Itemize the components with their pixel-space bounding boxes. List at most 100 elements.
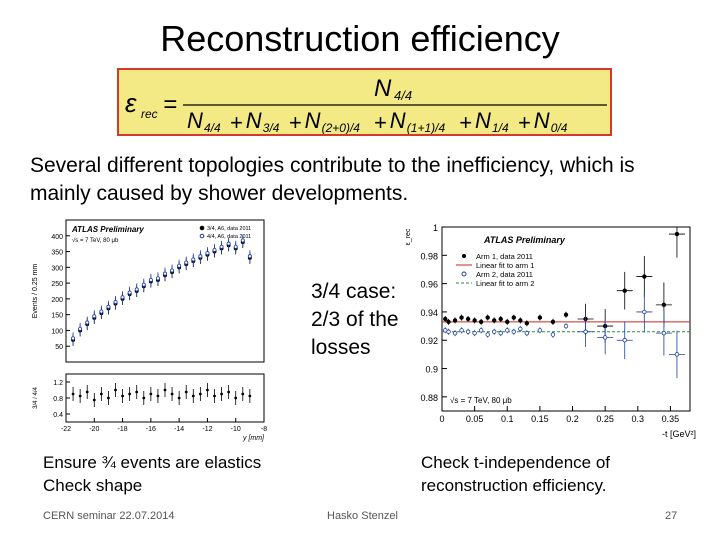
intro-text: Several different topologies contribute … — [30, 152, 700, 208]
x-tick-label: 0.15 — [531, 414, 549, 424]
ratio-point — [135, 390, 139, 394]
x-axis-label: -t [GeV²] — [662, 429, 696, 439]
ratio-tick-label: 0.8 — [53, 396, 63, 403]
intro-line-1: Several different topologies contribute … — [30, 154, 635, 177]
data-point — [674, 352, 680, 357]
y-axis-label: Events / 0.25 mm — [32, 264, 39, 319]
x-tick-label: 0.05 — [466, 414, 484, 424]
x-tick-label: 0.1 — [501, 414, 514, 424]
data-point — [134, 287, 139, 292]
data-point — [198, 254, 203, 259]
ratio-point — [184, 390, 188, 394]
ratio-point — [220, 392, 223, 396]
data-point — [155, 276, 160, 281]
formula-plus: + — [289, 110, 302, 134]
energy-label: √s = 7 TeV, 80 μb — [450, 396, 512, 405]
data-point — [219, 244, 224, 249]
formula-plus: + — [459, 110, 472, 134]
ratio-point — [248, 394, 252, 398]
ratio-point — [163, 388, 167, 392]
formula-denominator: N 4/4 + N 3/4 + N (2+0)/4 + N (1+1)/4 + N 1/4 + N 0/4 — [187, 108, 568, 135]
legend-entry: Linear fit to arm 1 — [476, 261, 534, 270]
ratio-point — [121, 394, 124, 398]
y-tick-label: 0.88 — [420, 393, 438, 403]
data-point — [205, 251, 210, 256]
data-point — [247, 254, 252, 259]
data-point — [583, 329, 588, 334]
data-point — [127, 290, 132, 295]
formula-term-symbol: N — [305, 108, 321, 133]
x-tick-label: -12 — [202, 426, 212, 433]
ratio-point — [78, 394, 82, 398]
data-point — [148, 277, 153, 282]
intro-line-2: mainly caused by shower developments. — [30, 182, 409, 205]
data-point — [459, 328, 464, 333]
data-point — [661, 330, 667, 336]
efficiency-vs-t-svg: ε_rec 0.88 0.9 0.92 0.94 0.96 0.98 1 0 0.05 0.1 0.1… — [405, 223, 696, 439]
ratio-point — [198, 392, 202, 396]
formula-eq: = — [163, 91, 177, 118]
x-axis-label: y [mm] — [242, 435, 265, 442]
ratio-point — [206, 388, 209, 392]
data-point — [505, 328, 510, 333]
data-point — [518, 326, 523, 332]
main-frame — [65, 219, 265, 363]
data-point — [212, 247, 217, 252]
data-point — [465, 329, 471, 334]
data-point — [661, 302, 667, 308]
note-left-line-1: Ensure ¾ events are elastics — [43, 453, 262, 472]
ratio-point — [191, 394, 195, 398]
data-point — [71, 336, 76, 341]
data-point — [170, 268, 175, 273]
x-tick-label: -18 — [118, 426, 128, 433]
y-tick-label: 0.96 — [420, 280, 438, 290]
data-point — [518, 318, 523, 323]
legend-entry: 3/4, A6, data 2011 — [207, 226, 251, 232]
ratio-point — [227, 390, 231, 394]
legend-entry: 4/4, A6, data 2011 — [207, 234, 251, 240]
slide-title: Reconstruction efficiency — [160, 18, 560, 59]
legend-marker — [199, 225, 205, 231]
data-point — [563, 323, 569, 329]
x-tick-label: 0.25 — [596, 414, 614, 424]
data-point — [452, 318, 458, 323]
formula-term-subscript: 3/4 — [263, 121, 280, 134]
data-point — [226, 241, 231, 246]
x-tick-label: -20 — [89, 426, 99, 433]
x-tick-label: 0.35 — [662, 414, 680, 424]
energy-label: √s = 7 TeV, 80 μb — [72, 237, 119, 244]
case-line-1: 3/4 case: — [311, 280, 397, 303]
ratio-point — [149, 392, 153, 396]
x-tick-label: -8 — [261, 426, 267, 433]
data-point — [92, 314, 97, 319]
data-point — [524, 321, 530, 326]
x-tick-label: 0.2 — [566, 414, 579, 424]
data-point — [492, 318, 497, 323]
data-point — [498, 330, 503, 336]
data-point — [537, 328, 543, 333]
x-tick-label: -14 — [174, 426, 184, 433]
data-point — [563, 312, 569, 317]
data-point — [184, 260, 189, 265]
formula-term-subscript: 4/4 — [204, 121, 221, 134]
note-right-line-1: Check t-independence of — [421, 453, 611, 472]
ratio-point — [142, 396, 146, 400]
efficiency-vs-t-plot: ε_rec 0.88 0.9 0.92 0.94 0.96 0.98 1 0 0.05 0.1 0.1… — [400, 215, 700, 443]
formula-numerator-sub: 4/4 — [394, 88, 412, 103]
ratio-point — [107, 396, 110, 400]
y-tick-label: 200 — [51, 297, 63, 304]
data-point — [141, 282, 146, 287]
ratio-point — [170, 392, 174, 396]
formula-term-subscript: (1+1)/4 — [407, 121, 446, 134]
ratio-tick-label: 1.2 — [53, 380, 63, 387]
data-point — [478, 319, 484, 325]
ratio-point — [234, 396, 238, 400]
y-tick-label: 1 — [433, 223, 438, 233]
formula-plus: + — [374, 110, 387, 134]
x-tick-label: -16 — [146, 426, 156, 433]
atlas-label: ATLAS Preliminary — [71, 225, 144, 234]
formula-term-symbol: N — [475, 108, 491, 133]
y-tick-label: 0.98 — [420, 251, 438, 261]
ratio-frame — [65, 373, 265, 423]
y-tick-label: 400 — [51, 234, 63, 241]
